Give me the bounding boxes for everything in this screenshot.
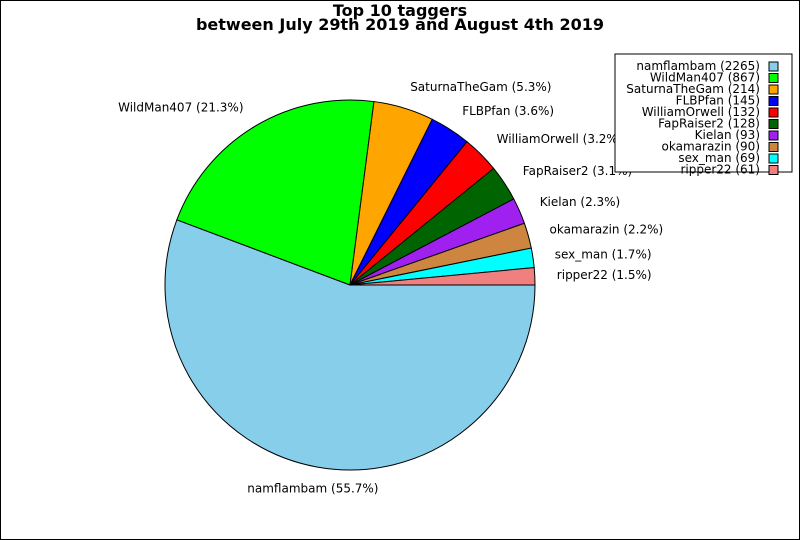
- legend-label-ripper22: ripper22 (61): [680, 163, 760, 177]
- legend-swatch-ripper22: [768, 165, 779, 175]
- legend-label-FapRaiser2: FapRaiser2 (128): [658, 117, 760, 131]
- legend-swatch-WildMan407: [768, 73, 779, 83]
- legend-label-SaturnaTheGam: SaturnaTheGam (214): [626, 82, 760, 96]
- slice-label-FapRaiser2: FapRaiser2 (3.1%): [523, 164, 632, 178]
- legend-label-WilliamOrwell: WilliamOrwell (132): [642, 105, 760, 119]
- legend-label-okamarazin: okamarazin (90): [662, 140, 760, 154]
- legend-label-WildMan407: WildMan407 (867): [650, 71, 760, 85]
- legend-label-FLBPfan: FLBPfan (145): [676, 94, 760, 108]
- legend-swatch-sex_man: [768, 153, 779, 164]
- legend-swatch-FLBPfan: [768, 96, 779, 106]
- pie-labels: namflambam (55.7%) WildMan407 (21.3%) Satu…: [118, 80, 663, 496]
- legend-swatch-FapRaiser2: [768, 119, 779, 129]
- pie-slice-ripper22: [349, 267, 536, 286]
- chart-title: Top 10 taggers: [333, 1, 467, 20]
- slice-label-Kielan: Kielan (2.3%): [540, 195, 621, 209]
- chart-subtitle: between July 29th 2019 and August 4th 20…: [196, 15, 604, 34]
- legend-label-Kielan: Kielan (93): [695, 128, 760, 142]
- slice-label-SaturnaTheGam: SaturnaTheGam (5.3%): [410, 80, 551, 94]
- legend-swatch-WilliamOrwell: [768, 107, 779, 118]
- slice-label-WildMan407: WildMan407 (21.3%): [118, 101, 243, 115]
- slice-label-sex_man: sex_man (1.7%): [555, 248, 652, 262]
- legend-label-sex_man: sex_man (69): [678, 151, 760, 165]
- legend-label-namflambam: namflambam (2265): [636, 59, 760, 73]
- slice-label-namflambam: namflambam (55.7%): [247, 482, 378, 496]
- legend-swatch-Kielan: [768, 130, 779, 141]
- legend-swatch-namflambam: [768, 61, 779, 72]
- pie-slice-WildMan407: [176, 99, 375, 286]
- slice-label-ripper22: ripper22 (1.5%): [557, 268, 652, 282]
- legend-swatch-okamarazin: [768, 142, 779, 152]
- pie-slices: [164, 99, 536, 471]
- slice-label-WilliamOrwell: WilliamOrwell (3.2%): [497, 132, 623, 146]
- legend-box: [614, 53, 793, 173]
- legend-swatch-SaturnaTheGam: [768, 84, 779, 95]
- slice-label-FLBPfan: FLBPfan (3.6%): [462, 104, 554, 118]
- legend: namflambam (2265)WildMan407 (867)Saturna…: [614, 53, 793, 177]
- slice-label-okamarazin: okamarazin (2.2%): [550, 223, 664, 237]
- pie-slice-namflambam: [164, 219, 536, 471]
